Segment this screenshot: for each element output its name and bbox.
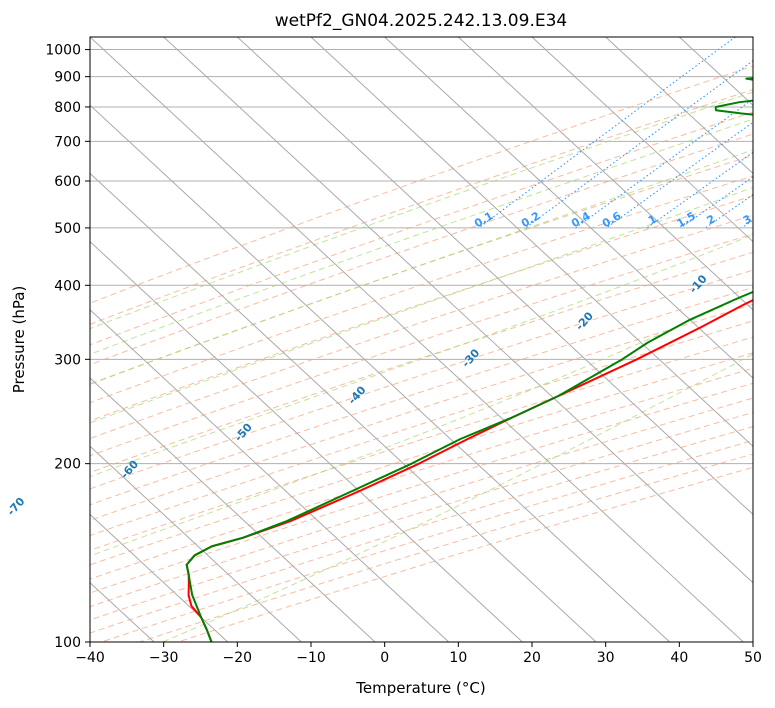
y-axis-title: Pressure (hPa) (10, 286, 28, 394)
mixing-ratio-line (525, 60, 753, 229)
y-tick-label: 200 (54, 457, 81, 473)
isotherm-line (90, 37, 744, 642)
y-tick-label: 500 (54, 221, 81, 237)
mixing-ratio-line (606, 121, 753, 229)
dry-adiabat-line (139, 453, 753, 642)
moist-adiabat-line (162, 353, 753, 642)
y-tick-label: 800 (54, 100, 81, 116)
dry-adiabat-line (90, 382, 753, 594)
y-tick-label: 400 (54, 278, 81, 294)
isotherm-layer (90, 37, 753, 642)
dry-adiabat-line (90, 336, 753, 551)
dry-adiabat-line (90, 89, 753, 325)
isotherm-line (90, 377, 376, 642)
y-tick-label: 900 (54, 70, 81, 86)
x-tick-label: 30 (597, 650, 615, 666)
isotherm-line (90, 513, 229, 642)
y-tick-label: 300 (54, 352, 81, 368)
x-tick-label: 40 (670, 650, 688, 666)
mixing-ratio-line (478, 37, 736, 229)
dry-adiabat-line (90, 133, 753, 366)
isotherm-line (90, 240, 523, 642)
dry-adiabat-line (90, 320, 753, 537)
y-tick-label: 600 (54, 174, 81, 190)
isotherm-line (90, 309, 450, 642)
y-tick-label: 700 (54, 134, 81, 150)
y-tick-label: 100 (54, 635, 81, 651)
isotherm-line (90, 172, 597, 642)
plot-frame (89, 36, 754, 643)
isotherm-line (384, 37, 753, 379)
isotherm-line (163, 37, 753, 584)
isotherm-line (310, 37, 753, 447)
x-tick-label: 50 (744, 650, 762, 666)
x-tick-label: −20 (223, 650, 253, 666)
y-tick-label: 1000 (45, 43, 81, 59)
moist-adiabat-line (90, 149, 753, 385)
isotherm-line (605, 37, 753, 175)
dry-adiabat-line (90, 286, 753, 506)
x-tick-label: −40 (75, 650, 105, 666)
moist-adiabat-line (90, 291, 753, 557)
dry-adiabat-line (90, 269, 753, 490)
mixing-ratio-layer (478, 37, 753, 229)
x-tick-label: 10 (449, 650, 467, 666)
isotherm-line (531, 37, 753, 243)
y-axis: 100 200 300 400 500 600 700 800 900 1000 (45, 43, 90, 651)
x-tick-label: −10 (296, 650, 326, 666)
chart-title: wetPf2_GN04.2025.242.13.09.E34 (275, 11, 567, 31)
x-axis: −40 −30 −20 −10 0 10 20 30 40 50 (75, 642, 762, 666)
x-tick-label: 20 (523, 650, 541, 666)
mixing-ratio-line (680, 176, 753, 229)
profile-layer (185, 77, 753, 642)
dry-adiabat-line (90, 352, 753, 566)
x-tick-label: −30 (149, 650, 179, 666)
isotherm-line (90, 104, 671, 642)
x-tick-label: 0 (380, 650, 389, 666)
isotherm-line (457, 37, 753, 311)
moist-adiabat-line (90, 91, 753, 330)
adiabat-layer (90, 65, 753, 642)
dry-adiabat-line (177, 466, 753, 642)
isotherm-line (236, 37, 753, 516)
dry-adiabat-line (90, 111, 753, 346)
x-axis-title: Temperature (°C) (355, 679, 485, 697)
dry-adiabat-line (90, 367, 753, 580)
dewpoint-profile-line (185, 77, 753, 642)
dry-adiabat-line (90, 251, 753, 474)
isotherm-line (90, 445, 302, 642)
moist-adiabat-line (90, 234, 753, 478)
